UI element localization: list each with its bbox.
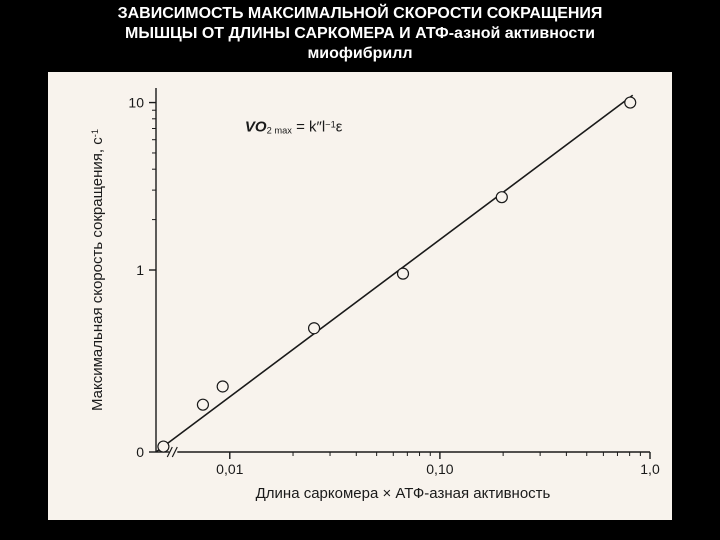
regression-line — [156, 95, 633, 452]
chart-panel: 0,01 0,10 1,0 0 1 10 VO2 max = k″l−1ε Длина сар… — [48, 72, 672, 520]
slide-title: ЗАВИСИМОСТЬ МАКСИМАЛЬНОЙ СКОРОСТИ СОКРАЩ… — [0, 4, 720, 64]
y-axis-label: Максимальная скорость сокращения, с-1 — [89, 129, 106, 411]
slide-root: ЗАВИСИМОСТЬ МАКСИМАЛЬНОЙ СКОРОСТИ СОКРАЩ… — [0, 0, 720, 540]
data-point — [398, 268, 409, 279]
chart-svg: 0,01 0,10 1,0 0 1 10 VO2 max = k″l−1ε Длина сар… — [48, 72, 672, 520]
formula-label: VO2 max = k″l−1ε — [245, 119, 343, 136]
axis-break-mark — [172, 447, 177, 457]
data-point — [309, 323, 320, 334]
title-line-2: МЫШЦЫ ОТ ДЛИНЫ САРКОМЕРА И АТФ-азной акт… — [125, 25, 595, 42]
x-tick-label: 1,0 — [640, 461, 660, 477]
data-point — [625, 97, 636, 108]
x-tick-label: 0,01 — [216, 461, 243, 477]
y-tick-label: 0 — [136, 444, 144, 460]
data-point — [496, 192, 507, 203]
y-tick-label: 1 — [136, 262, 144, 278]
data-point — [197, 399, 208, 410]
title-line-3: миофибрилл — [307, 45, 412, 62]
data-point — [158, 441, 169, 452]
y-tick-label: 10 — [128, 95, 144, 111]
x-tick-label: 0,10 — [426, 461, 453, 477]
data-point — [217, 381, 228, 392]
title-line-1: ЗАВИСИМОСТЬ МАКСИМАЛЬНОЙ СКОРОСТИ СОКРАЩ… — [118, 5, 603, 22]
x-axis-label: Длина саркомера × АТФ-азная активность — [256, 485, 551, 502]
